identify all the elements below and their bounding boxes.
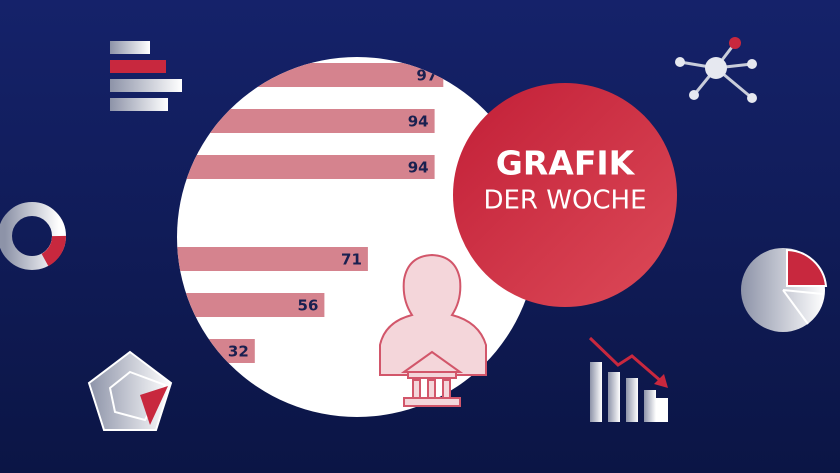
icon-pie — [741, 248, 828, 332]
badge-circle — [453, 83, 677, 307]
bar-label: 56 — [298, 297, 319, 315]
bar-label: 32 — [228, 343, 249, 361]
icon-donut — [0, 202, 66, 270]
bar-label: 94 — [408, 159, 429, 177]
badge-title: GRAFIK — [496, 144, 636, 183]
bar — [177, 247, 368, 271]
icon-trend — [588, 336, 668, 422]
icon-radar — [87, 350, 173, 431]
bar — [177, 155, 435, 179]
bar-label: 71 — [341, 251, 362, 269]
badge-subtitle: DER WOCHE — [483, 186, 646, 216]
bar-label: 94 — [408, 113, 429, 131]
bar — [177, 293, 325, 317]
icon-network — [675, 37, 757, 103]
icon-person — [379, 253, 487, 407]
icon-bars — [110, 41, 182, 111]
